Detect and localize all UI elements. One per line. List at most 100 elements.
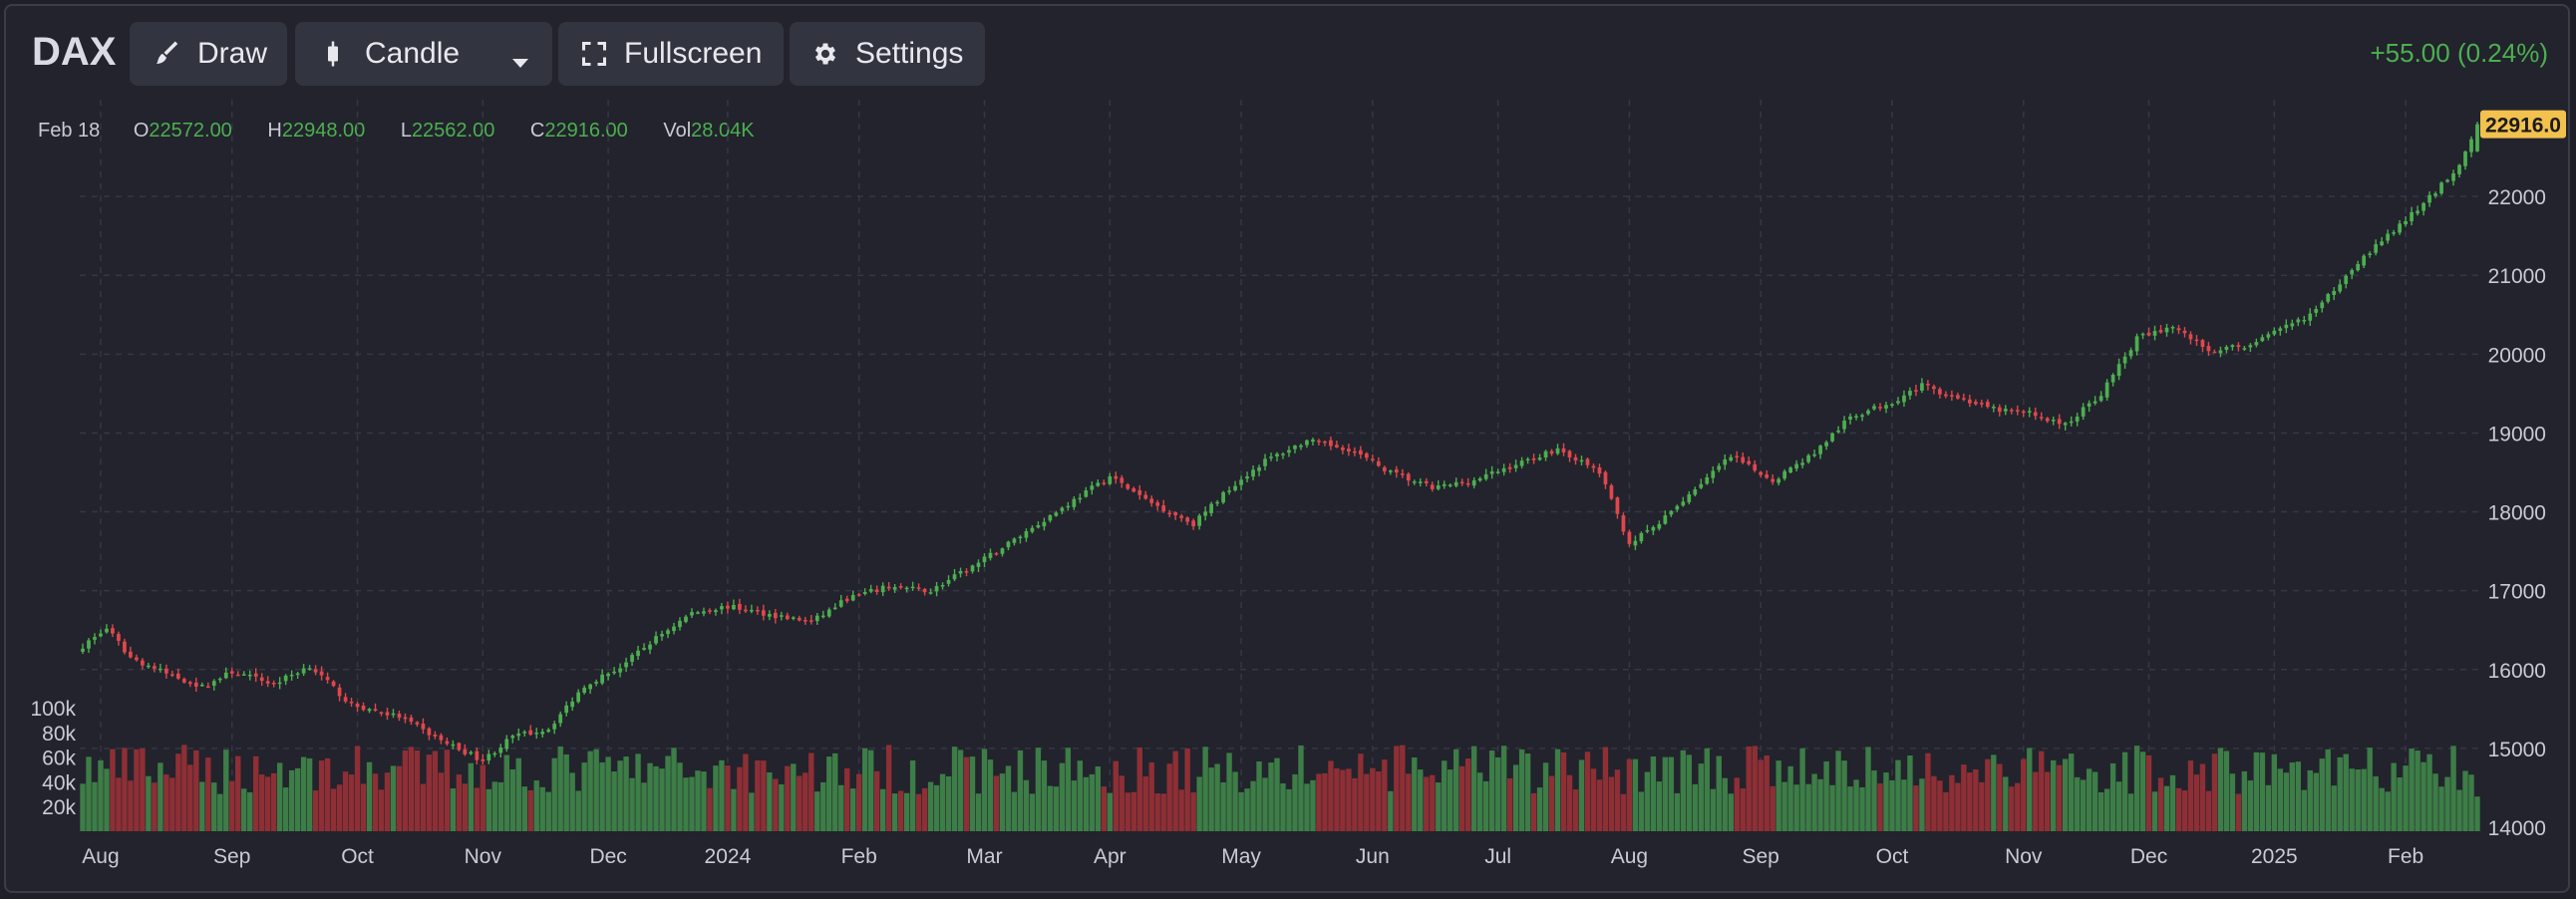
volume-bar — [2139, 751, 2146, 831]
volume-bar — [879, 788, 886, 831]
volume-bar — [1560, 751, 1567, 831]
volume-bar — [2295, 761, 2301, 831]
legend-date: Feb 18 — [38, 120, 101, 142]
candle-body — [1215, 501, 1219, 504]
volume-bar — [134, 749, 140, 831]
volume-bar — [1931, 775, 1937, 831]
volume-bar — [1160, 793, 1166, 831]
candle-body — [481, 758, 485, 761]
volume-bar — [659, 768, 665, 831]
volume-bar — [420, 783, 427, 831]
volume-bar — [497, 781, 503, 831]
candle-body — [1950, 395, 1954, 397]
candle-body — [427, 728, 432, 736]
candle-body — [1579, 459, 1584, 462]
candle-body — [1705, 476, 1710, 484]
toolbar: DAX Draw Candle Fullscreen — [6, 6, 2568, 98]
candle-body — [1221, 491, 1225, 503]
volume-bar — [146, 775, 152, 831]
price-tick-label: 19000 — [2488, 423, 2546, 446]
candle-body — [2439, 182, 2443, 194]
candle-body — [2445, 179, 2449, 182]
candle-body — [1459, 481, 1464, 484]
candle-body — [175, 673, 180, 679]
candle-body — [2404, 220, 2408, 225]
candle-body — [1938, 389, 1942, 395]
candle-body — [696, 612, 700, 614]
volume-bar — [1704, 748, 1710, 831]
candle-body — [779, 615, 784, 617]
candle-body — [1149, 498, 1154, 503]
volume-bar — [1548, 775, 1555, 831]
candle-body — [1120, 477, 1125, 483]
candle-body — [2039, 417, 2044, 419]
volume-bar — [719, 759, 725, 831]
candle-body — [2069, 421, 2074, 424]
volume-bar — [2301, 789, 2307, 831]
candle-body — [1932, 386, 1936, 390]
volume-bar — [957, 749, 964, 831]
volume-bar — [294, 767, 301, 831]
volume-bar — [2151, 791, 2158, 831]
candle-body — [570, 701, 575, 708]
volume-bar — [235, 755, 241, 831]
volume-bar — [695, 770, 701, 831]
volume-bar — [342, 771, 349, 831]
volume-bar — [683, 777, 689, 831]
volume-bar — [1459, 765, 1465, 831]
volume-bar — [1650, 756, 1657, 831]
candle-body — [1627, 531, 1632, 544]
volume-bar — [2397, 777, 2403, 831]
candle-body — [1376, 460, 1381, 466]
candle-body — [952, 574, 957, 580]
settings-button[interactable]: Settings — [790, 22, 985, 86]
candle-body — [1359, 450, 1363, 455]
volume-bar — [1506, 777, 1513, 831]
candle-body — [1501, 467, 1506, 472]
fullscreen-button[interactable]: Fullscreen — [558, 22, 784, 86]
candle-body — [1227, 490, 1231, 492]
chart-type-dropdown[interactable]: Candle — [295, 22, 552, 86]
volume-bar — [856, 773, 862, 831]
candle-body — [576, 692, 581, 703]
volume-bar — [1238, 791, 1244, 831]
volume-bar — [1770, 785, 1775, 831]
candle-body — [654, 636, 658, 644]
time-tick-label: Sep — [213, 845, 250, 868]
candle-body — [1191, 520, 1196, 527]
volume-bar — [891, 793, 898, 831]
draw-button[interactable]: Draw — [130, 22, 287, 86]
candle-body — [1430, 484, 1435, 489]
volume-bar — [2253, 751, 2260, 831]
candle-body — [1836, 430, 1840, 433]
price-tick-label: 15000 — [2488, 739, 2546, 761]
candle-body — [2009, 410, 2014, 412]
candle-body — [486, 753, 491, 761]
volume-bar — [241, 788, 247, 831]
volume-bar — [282, 787, 289, 831]
candle-body — [1078, 497, 1083, 500]
volume-bar — [915, 793, 922, 831]
volume-bar — [1256, 760, 1262, 831]
candle-body — [2045, 418, 2050, 422]
volume-bar — [593, 749, 599, 831]
candle-body — [2290, 323, 2295, 327]
volume-bar — [1059, 762, 1066, 831]
candle-body — [2314, 309, 2319, 313]
volume-bar — [1841, 760, 1847, 831]
volume-bar — [2217, 748, 2224, 831]
candle-body — [1878, 407, 1882, 409]
candle-body — [1854, 416, 1858, 418]
time-tick-label: Apr — [1094, 845, 1127, 868]
candle-body — [1155, 502, 1160, 506]
candle-body — [313, 669, 318, 673]
price-axis: 14000 15000 16000 17000 18000 19000 20000 21000… — [2488, 186, 2546, 840]
time-tick-label: Sep — [1743, 845, 1779, 868]
volume-bar — [551, 757, 557, 831]
candle-body — [445, 741, 450, 745]
price-tick-label: 21000 — [2488, 265, 2546, 288]
candle-body — [630, 655, 634, 662]
candle-body — [546, 730, 551, 733]
volume-bar — [2468, 774, 2474, 831]
